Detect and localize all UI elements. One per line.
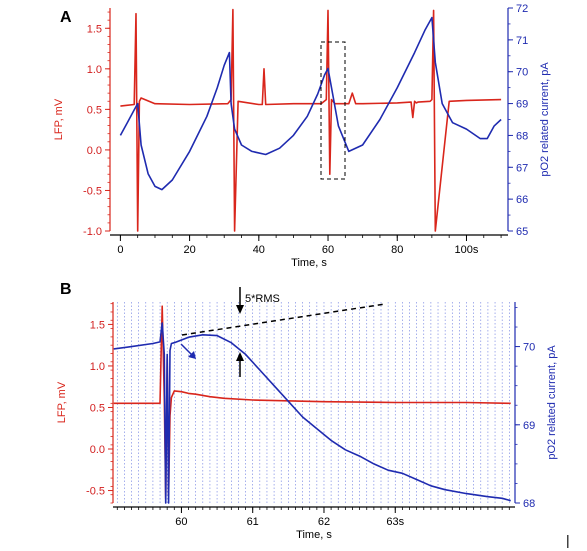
baseline-extrapolation-line — [181, 303, 386, 336]
x-tick-label: 100s — [455, 244, 479, 256]
rms-arrow-up-head — [236, 352, 244, 361]
y-right-tick-label: 67 — [516, 162, 528, 174]
panel-b-chart: -0.5 0.0 0.5 1.0 1.5 68 69 70 60 61 62 63s Time, s LF… — [56, 302, 558, 541]
y-left-tick-label: 1.0 — [90, 361, 105, 373]
y-left-tick-label: 0.0 — [90, 444, 105, 456]
rms-arrow-down-head — [236, 305, 244, 314]
x-axis-label: Time, s — [296, 529, 332, 541]
x-axis-label: Time, s — [291, 257, 327, 269]
rms-label: 5*RMS — [245, 293, 280, 305]
y-left-tick-label: 1.5 — [87, 23, 102, 35]
series-line-po2 — [113, 322, 511, 504]
y-left-tick-label: 0.5 — [90, 402, 105, 414]
blue-pointer-arrow-head — [188, 351, 196, 359]
x-tick-label: 63s — [386, 516, 404, 528]
y-left-tick-label: -0.5 — [83, 185, 102, 197]
y-right-tick-label: 69 — [523, 420, 535, 432]
y-left-tick-label: 1.0 — [87, 64, 102, 76]
corner-mark: | — [566, 532, 570, 548]
y-right-tick-label: 68 — [516, 130, 528, 142]
y-right-tick-label: 72 — [516, 3, 528, 15]
y-right-tick-label: 71 — [516, 35, 528, 47]
series-line-po2 — [119, 16, 502, 191]
y-right-tick-label: 70 — [523, 342, 535, 354]
panel-a-letter: A — [60, 9, 72, 26]
panel-a-zoom-box — [320, 41, 346, 180]
x-tick-label: 40 — [253, 244, 265, 256]
panel-a-chart: -1.0 -0.5 0.0 0.5 1.0 1.5 65 66 67 68 69 70 71 72 0 20 4… — [53, 3, 551, 269]
y-left-tick-label: -0.5 — [86, 486, 105, 498]
panel-b-letter: B — [60, 281, 72, 298]
x-tick-label: 0 — [117, 244, 123, 256]
x-tick-label: 80 — [391, 244, 403, 256]
y-left-axis-label: LFP, mV — [53, 98, 65, 140]
y-left-tick-label: 0.5 — [87, 104, 102, 116]
y-right-tick-label: 65 — [516, 226, 528, 238]
y-left-axis-label: LFP, mV — [56, 381, 68, 423]
y-left-tick-label: -1.0 — [83, 226, 102, 238]
y-right-tick-label: 70 — [516, 67, 528, 79]
x-tick-label: 61 — [247, 516, 259, 528]
x-tick-label: 60 — [322, 244, 334, 256]
y-right-tick-label: 66 — [516, 194, 528, 206]
y-left-tick-label: 1.5 — [90, 319, 105, 331]
x-tick-label: 60 — [175, 516, 187, 528]
y-right-tick-label: 69 — [516, 99, 528, 111]
panel-b-annotations: 5*RMS — [180, 287, 386, 377]
y-right-tick-label: 68 — [523, 498, 535, 510]
series-line-lfp — [113, 305, 511, 500]
series-line-lfp — [120, 8, 502, 232]
x-tick-label: 20 — [183, 244, 195, 256]
y-left-tick-label: 0.0 — [87, 145, 102, 157]
y-right-axis-label: pO2 related current, pA — [539, 62, 551, 177]
y-right-axis-label: pO2 related current, pA — [546, 345, 558, 460]
x-tick-label: 62 — [318, 516, 330, 528]
